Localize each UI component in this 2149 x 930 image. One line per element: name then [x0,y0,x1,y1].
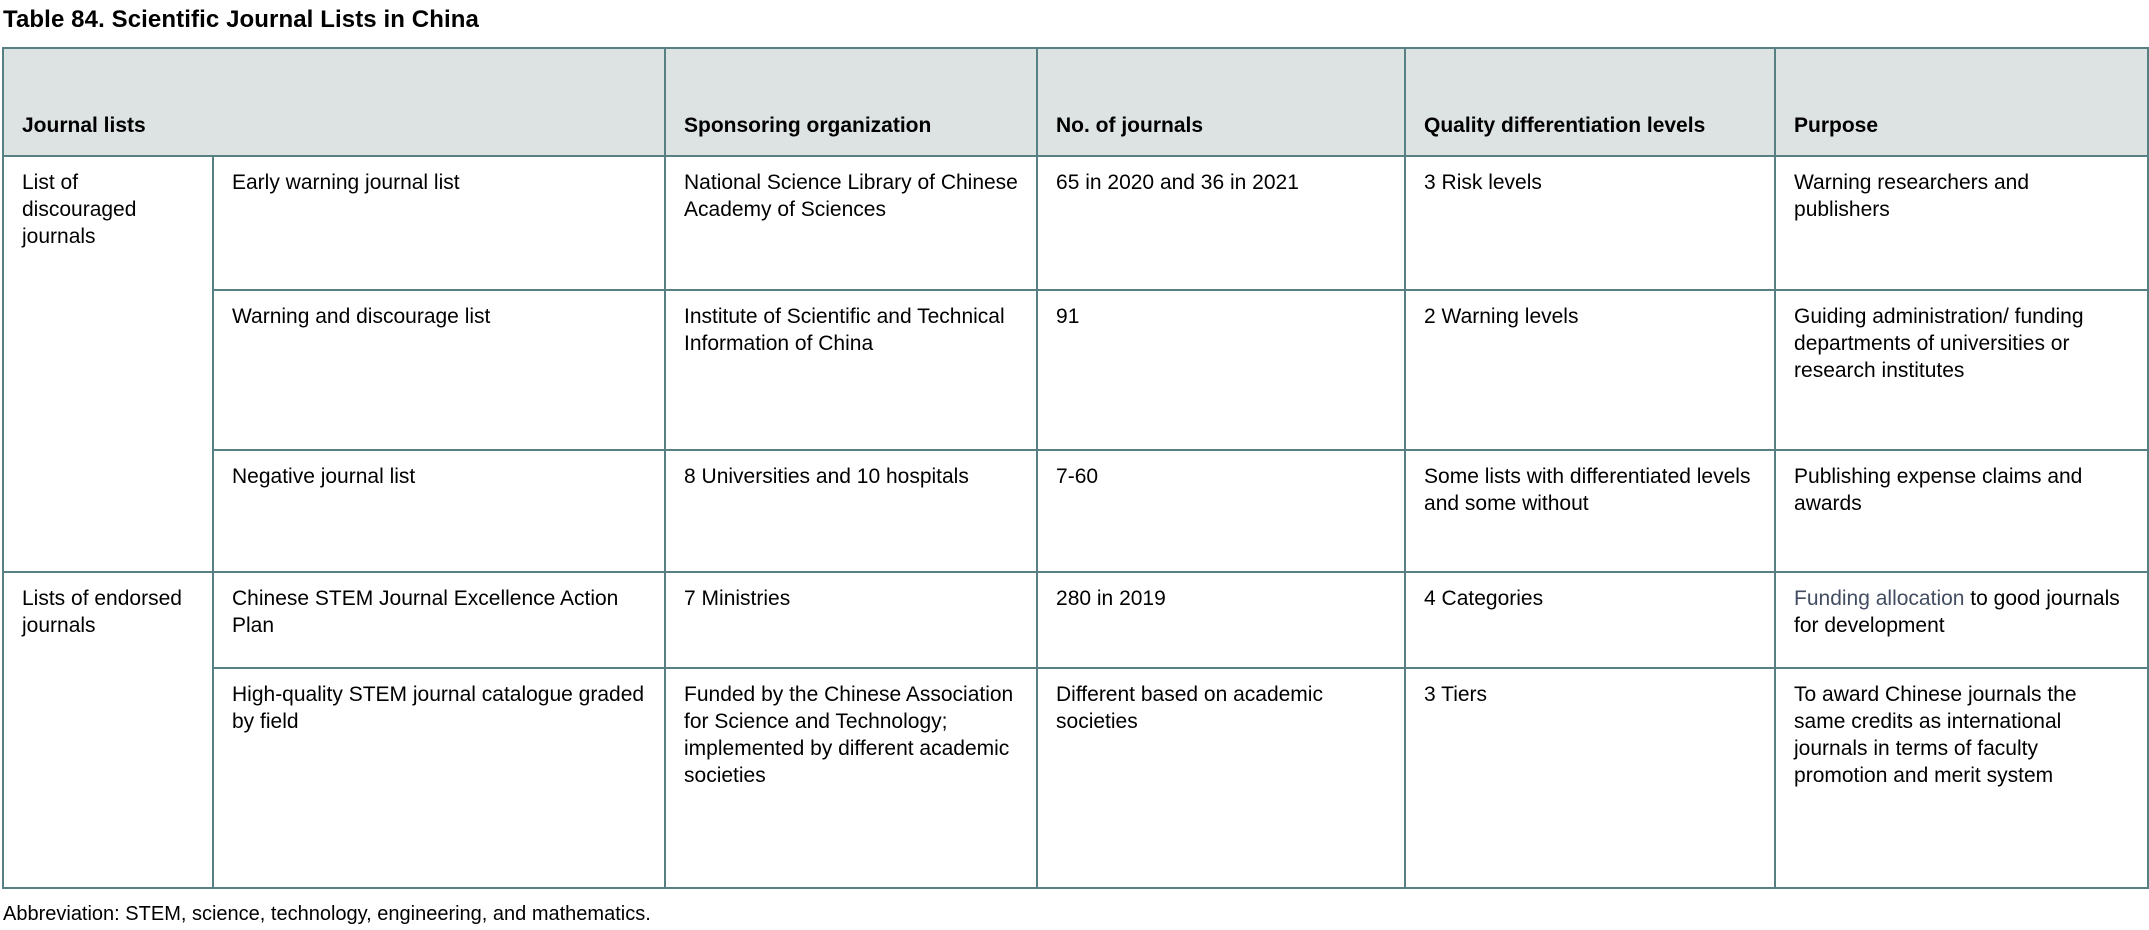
cell-purpose: Guiding administration/ funding departme… [1774,289,2149,451]
header-no-of-journals: No. of journals [1036,47,1407,157]
cell-journal-count: 280 in 2019 [1036,571,1407,669]
cell-quality-levels: Some lists with differentiated levels an… [1404,449,1777,573]
cell-sponsor: National Science Library of Chinese Acad… [664,155,1039,291]
table-row: Negative journal list 8 Universities and… [3,449,2149,573]
cell-list-name: Chinese STEM Journal Excellence Action P… [211,571,667,669]
cell-quality-levels: 2 Warning levels [1404,289,1777,451]
cell-sponsor: 7 Ministries [664,571,1039,669]
header-sponsoring-organization: Sponsoring organization [664,47,1039,157]
cell-quality-levels: 3 Tiers [1404,667,1777,889]
cell-purpose: Funding allocation to good journals for … [1774,571,2149,669]
cell-list-name: Early warning journal list [211,155,667,291]
group-label-endorsed-journals: Lists of endorsed journals [2,571,214,889]
cell-journal-count: Different based on academic societies [1036,667,1407,889]
table-row: List of discouraged journals Early warni… [2,155,2149,573]
cell-quality-levels: 4 Categories [1404,571,1777,669]
header-journal-lists: Journal lists [1,47,667,157]
cell-journal-count: 91 [1036,289,1407,451]
cell-purpose: Publishing expense claims and awards [1774,449,2149,573]
cell-sponsor: Funded by the Chinese Association for Sc… [664,667,1039,889]
table-row: Warning and discourage list Institute of… [3,289,2149,451]
cell-purpose-rest: to good journals for development [1794,587,2120,637]
group-label-discouraged-journals: List of discouraged journals [2,155,214,573]
cell-list-name: Warning and discourage list [211,289,667,451]
journal-lists-table: Journal lists Sponsoring organization No… [1,47,2149,889]
abbreviation-footnote: Abbreviation: STEM, science, technology,… [3,903,651,925]
cell-purpose: To award Chinese journals the same credi… [1774,667,2149,889]
cell-journal-count: 7-60 [1036,449,1407,573]
cell-purpose: Warning researchers and publishers [1774,155,2149,291]
cell-list-name: Negative journal list [211,449,667,573]
cell-list-name: High-quality STEM journal catalogue grad… [211,667,667,889]
funding-allocation-link[interactable]: Funding allocation [1794,587,1965,610]
header-row: Journal lists Sponsoring organization No… [1,47,2149,157]
cell-sponsor: Institute of Scientific and Technical In… [664,289,1039,451]
header-purpose: Purpose [1774,47,2149,157]
cell-sponsor: 8 Universities and 10 hospitals [664,449,1039,573]
table-row: Lists of endorsed journals Chinese STEM … [2,571,2149,889]
header-quality-differentiation-levels: Quality differentiation levels [1404,47,1777,157]
cell-quality-levels: 3 Risk levels [1404,155,1777,291]
table-title: Table 84. Scientific Journal Lists in Ch… [3,6,479,33]
table-row: High-quality STEM journal catalogue grad… [3,667,2149,889]
cell-journal-count: 65 in 2020 and 36 in 2021 [1036,155,1407,291]
